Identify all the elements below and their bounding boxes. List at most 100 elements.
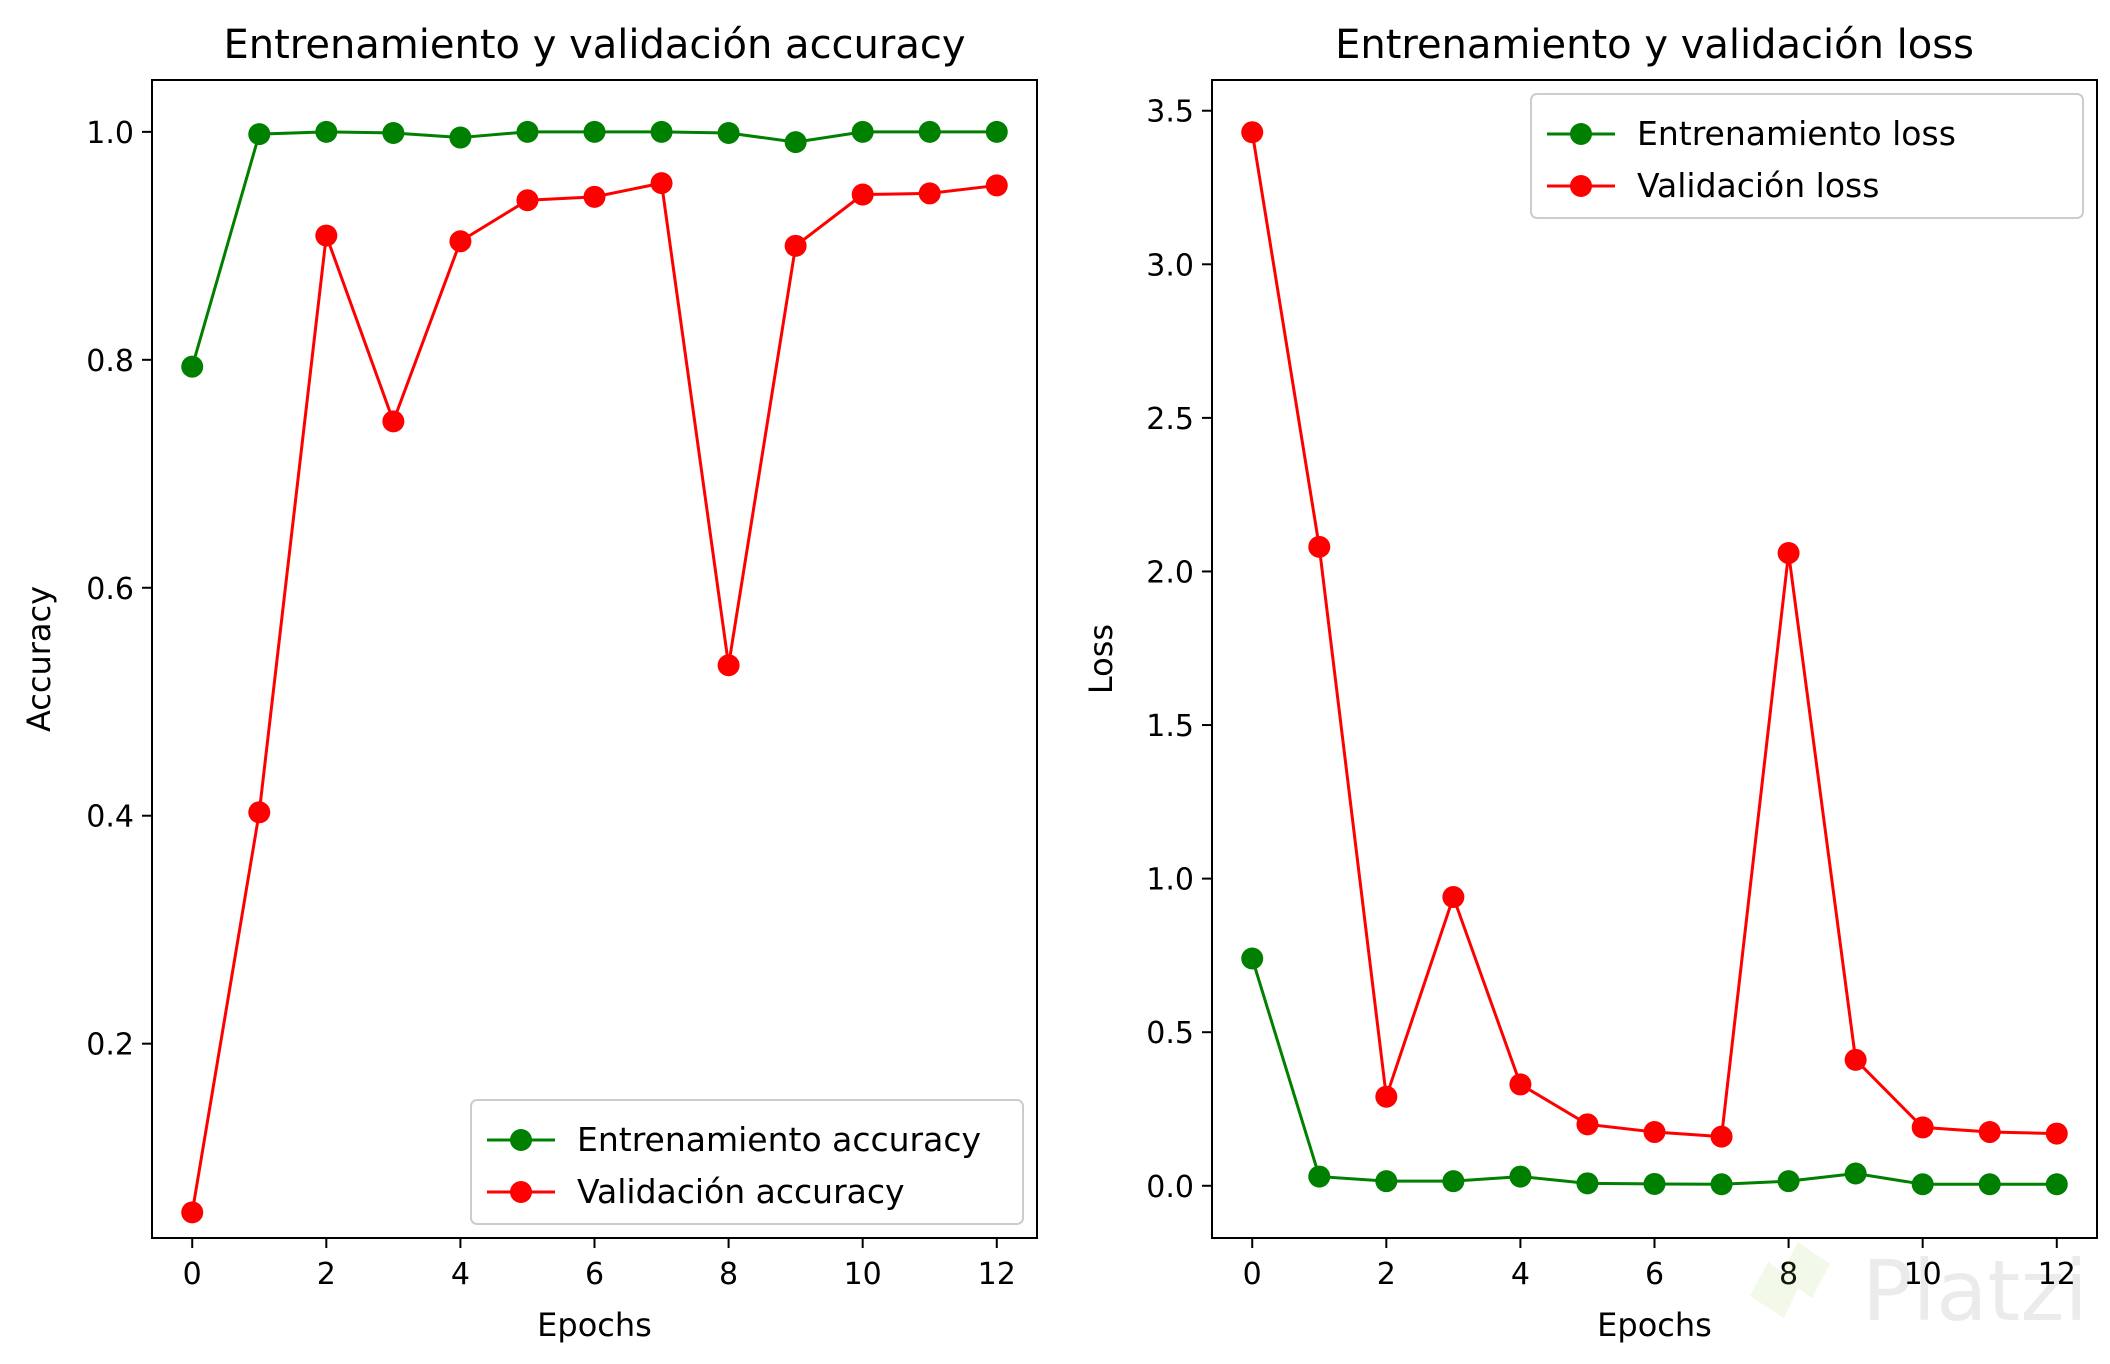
y-tick-label: 0.5 — [1146, 1016, 1194, 1051]
data-point — [1978, 1121, 2001, 1144]
data-point — [1777, 1170, 1800, 1193]
plot-frame — [1211, 79, 2098, 1239]
legend-label: Entrenamiento accuracy — [577, 1120, 981, 1159]
legend-label: Entrenamiento loss — [1637, 114, 1956, 153]
data-point — [1643, 1121, 1666, 1144]
data-point — [1509, 1073, 1532, 1096]
data-point — [1442, 1170, 1465, 1193]
data-point — [449, 126, 472, 149]
y-tick-label: 1.0 — [1146, 863, 1194, 898]
data-point — [851, 183, 874, 206]
data-point — [1241, 947, 1264, 970]
data-point — [918, 182, 941, 205]
data-point — [315, 120, 338, 143]
data-point — [382, 410, 405, 433]
data-point — [717, 121, 740, 144]
y-tick-label: 0.2 — [86, 1028, 134, 1063]
data-point — [181, 1201, 204, 1224]
data-point — [1241, 121, 1264, 144]
x-tick-label: 6 — [1645, 1257, 1664, 1292]
data-point — [516, 189, 539, 212]
chart-title: Entrenamiento y validación loss — [1335, 22, 1974, 68]
y-tick-label: 0.8 — [86, 344, 134, 379]
data-point — [248, 801, 271, 824]
data-point — [1710, 1173, 1733, 1196]
data-point — [784, 234, 807, 257]
x-tick-label: 0 — [1243, 1257, 1262, 1292]
data-point — [784, 131, 807, 154]
data-point — [1576, 1113, 1599, 1136]
x-axis-label: Epochs — [1597, 1306, 1712, 1344]
x-tick-label: 8 — [719, 1257, 738, 1292]
legend-box — [470, 1099, 1024, 1225]
x-tick-label: 10 — [844, 1257, 882, 1292]
data-point — [583, 120, 606, 143]
y-tick-label: 3.5 — [1146, 95, 1194, 130]
legend-box — [1530, 93, 2084, 219]
data-point — [1308, 1165, 1331, 1188]
series-line-1 — [1250, 131, 2057, 1139]
data-point — [1643, 1172, 1666, 1195]
data-point — [1777, 542, 1800, 565]
x-tick-label: 2 — [317, 1257, 336, 1292]
y-axis-label: Accuracy — [20, 586, 58, 732]
data-point — [1844, 1162, 1867, 1185]
data-point — [1911, 1116, 1934, 1139]
watermark-text: Platzi — [1862, 1242, 2088, 1340]
data-point — [1375, 1170, 1398, 1193]
data-point — [918, 120, 941, 143]
data-point — [851, 120, 874, 143]
data-point — [985, 120, 1008, 143]
platzi-logo-icon — [1750, 1242, 1830, 1318]
data-point — [516, 120, 539, 143]
x-tick-label: 0 — [183, 1257, 202, 1292]
data-point — [315, 224, 338, 247]
data-point — [1509, 1165, 1532, 1188]
data-point — [449, 230, 472, 253]
y-tick-label: 2.0 — [1146, 555, 1194, 590]
loss-chart: Entrenamiento y validación loss 0 2 4 6 8 10 12… — [1082, 22, 2098, 1344]
accuracy-chart: Entrenamiento y validación accuracy 0 2 4 6 8… — [20, 22, 1038, 1344]
legend-marker — [510, 1129, 532, 1151]
data-point — [382, 121, 405, 144]
data-point — [2045, 1122, 2068, 1145]
x-tick-label: 8 — [1779, 1257, 1798, 1292]
legend-label: Validación accuracy — [577, 1172, 905, 1211]
y-tick-label: 0.0 — [1146, 1170, 1194, 1205]
legend-marker — [1570, 175, 1592, 197]
data-point — [1710, 1125, 1733, 1148]
y-tick-label: 0.6 — [86, 572, 134, 607]
data-point — [1375, 1085, 1398, 1108]
data-point — [1911, 1173, 1934, 1196]
y-axis-label: Loss — [1082, 624, 1120, 694]
legend-marker — [1570, 123, 1592, 145]
plot-frame — [151, 79, 1038, 1239]
data-point — [1978, 1173, 2001, 1196]
data-point — [650, 172, 673, 195]
data-point — [2045, 1173, 2068, 1196]
chart-title: Entrenamiento y validación accuracy — [223, 22, 965, 68]
data-point — [1442, 886, 1465, 909]
data-point — [717, 654, 740, 677]
x-axis-label: Epochs — [537, 1306, 652, 1344]
x-tick-label: 6 — [585, 1257, 604, 1292]
legend: Entrenamiento accuracy Validación accurac… — [470, 1099, 1024, 1225]
x-tick-label: 2 — [1377, 1257, 1396, 1292]
y-tick-label: 2.5 — [1146, 402, 1194, 437]
legend-label: Validación loss — [1637, 166, 1879, 205]
data-point — [1576, 1172, 1599, 1195]
platzi-watermark: Platzi — [1750, 1242, 2088, 1340]
series-line-0 — [190, 130, 997, 368]
y-tick-label: 1.0 — [86, 116, 134, 151]
data-point — [1308, 535, 1331, 558]
legend-marker — [510, 1181, 532, 1203]
y-tick-label: 0.4 — [86, 800, 134, 835]
data-point — [181, 355, 204, 378]
data-point — [650, 120, 673, 143]
series-line-1 — [190, 181, 997, 1213]
y-tick-label: 3.0 — [1146, 248, 1194, 283]
data-point — [583, 185, 606, 208]
x-tick-label: 4 — [1511, 1257, 1530, 1292]
